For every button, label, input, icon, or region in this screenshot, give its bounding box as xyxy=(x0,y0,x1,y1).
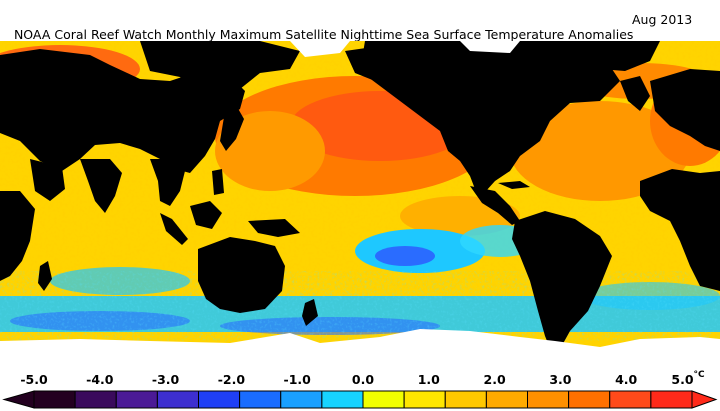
antarctica xyxy=(0,329,720,362)
title-text: NOAA Coral Reef Watch Monthly Maximum Sa… xyxy=(13,27,634,42)
land-indochina xyxy=(150,159,185,206)
land-cuba xyxy=(498,181,530,189)
land-masses xyxy=(0,41,720,353)
colorbar-swatch xyxy=(609,390,652,409)
land-new-zealand xyxy=(302,299,318,326)
colorbar-swatch xyxy=(239,390,282,409)
colorbar-tick-label: -3.0 xyxy=(151,372,180,387)
land-europe-east xyxy=(650,69,720,151)
colorbar-swatch xyxy=(74,390,117,409)
land-africa-east xyxy=(0,191,35,281)
sst-anomaly-map xyxy=(0,41,720,362)
colorbar-labels: -5.0 -4.0 -3.0 -2.0 -1.0 0.0 1.0 2.0 3.0 4.0 5.0°C xyxy=(0,370,720,390)
colorbar-tick-label: -2.0 xyxy=(217,372,246,387)
colorbar-swatch xyxy=(198,390,241,409)
land-africa-west xyxy=(640,169,720,291)
colorbar-swatch xyxy=(403,390,446,409)
colorbar-arrow-high xyxy=(691,390,718,409)
land-philippines xyxy=(212,169,224,195)
land-madagascar xyxy=(38,261,52,291)
colorbar-swatch xyxy=(362,390,405,409)
arctic-ice-1 xyxy=(290,41,350,57)
colorbar-arrow-low xyxy=(2,390,35,409)
date-label: Aug 2013 xyxy=(632,12,693,27)
land-japan xyxy=(220,105,244,151)
ice-no-data xyxy=(0,41,720,362)
colorbar-tick-label: -4.0 xyxy=(86,372,114,387)
colorbar-tick-label: 3.0 xyxy=(549,372,572,387)
colorbar-tick-label: 1.0 xyxy=(417,372,440,387)
land-central-america xyxy=(470,186,520,225)
colorbar-tick-label: 2.0 xyxy=(483,372,506,387)
land-borneo xyxy=(190,201,222,229)
cool-texture xyxy=(0,271,720,341)
land-india xyxy=(80,159,122,213)
land-north-america xyxy=(360,41,620,191)
colorbar-swatch xyxy=(156,390,199,409)
map-canvas xyxy=(0,41,720,362)
colorbar-tick-label: 0.0 xyxy=(351,372,375,387)
land-asia-east xyxy=(140,41,300,109)
colorbar-tick-label: 5.0°C xyxy=(671,370,705,387)
land-alaska xyxy=(345,46,395,81)
land-arabia xyxy=(30,159,65,201)
colorbar-swatch xyxy=(115,390,158,409)
colorbar-swatch xyxy=(650,390,693,409)
land-europe-asia-west xyxy=(0,49,245,173)
colorbar-tick-label: 4.0 xyxy=(615,372,638,387)
arctic-ice-2 xyxy=(460,41,520,53)
land-scandinavia xyxy=(620,76,650,111)
colorbar-swatch xyxy=(321,390,364,409)
land-australia xyxy=(198,237,285,313)
colorbar-tick-label: -5.0 xyxy=(20,372,48,387)
colorbar-swatch xyxy=(568,390,611,409)
colorbar-tick-label: -1.0 xyxy=(283,372,311,387)
colorbar-swatch xyxy=(527,390,570,409)
land-new-guinea xyxy=(248,219,300,237)
land-greenland xyxy=(555,41,660,71)
colorbar-unit: °C xyxy=(693,370,705,380)
land-sumatra xyxy=(160,213,188,245)
colorbar-swatch xyxy=(33,390,76,409)
colorbar-swatch xyxy=(444,390,487,409)
colorbar-swatch xyxy=(280,390,323,409)
colorbar xyxy=(2,390,718,409)
map-title: NOAA Coral Reef Watch Monthly Maximum Sa… xyxy=(6,12,716,42)
land-south-america xyxy=(512,211,612,353)
colorbar-swatch xyxy=(485,390,528,409)
